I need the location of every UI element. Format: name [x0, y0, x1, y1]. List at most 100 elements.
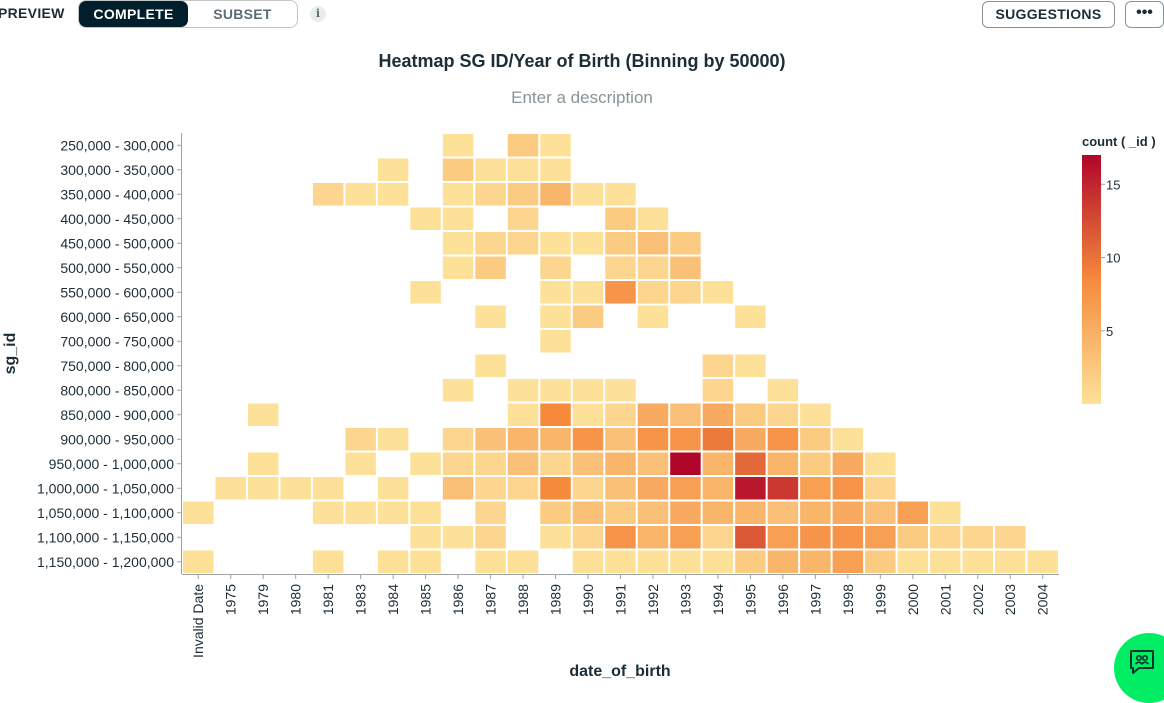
heatmap-cell [832, 501, 864, 524]
heatmap-cell [442, 477, 474, 500]
heatmap-cell [572, 281, 604, 304]
heatmap-cell [767, 526, 799, 549]
heatmap-cell [800, 452, 831, 475]
chart-description-input[interactable]: Enter a description [511, 88, 653, 107]
heatmap-cell [507, 379, 539, 402]
heatmap-cell [507, 428, 539, 451]
heatmap-cell [183, 501, 214, 524]
heatmap-cell [442, 256, 474, 279]
heatmap-cell [540, 330, 571, 353]
heatmap-cell [507, 183, 539, 206]
heatmap-cell [1027, 550, 1058, 573]
heatmap-cell [475, 158, 506, 181]
heatmap-cell [475, 183, 506, 206]
heatmap-cell [540, 158, 571, 181]
y-tick-label: 250,000 - 300,000 [60, 137, 174, 153]
colorbar-gradient [1082, 155, 1101, 404]
heatmap-cell [410, 526, 441, 549]
heatmap-cell [995, 550, 1026, 573]
heatmap-cell [767, 379, 799, 402]
heatmap-cell [442, 207, 474, 230]
x-tick-label: 2003 [1002, 584, 1018, 615]
y-tick-label: 600,000 - 650,000 [60, 309, 174, 325]
y-tick-label: 450,000 - 500,000 [60, 235, 174, 251]
suggestions-button[interactable]: SUGGESTIONS [982, 1, 1115, 28]
heatmap-cell [670, 403, 701, 426]
colorbar-tick-label: 15 [1106, 177, 1120, 192]
x-tick-label: 1996 [775, 584, 791, 615]
heatmap-cell [832, 428, 864, 451]
x-tick-label: 1995 [742, 584, 758, 615]
heatmap-cell [865, 501, 896, 524]
heatmap-cell [637, 526, 669, 549]
x-tick-label: 1975 [223, 584, 239, 615]
heatmap-cell [832, 477, 864, 500]
x-tick-label: 1985 [418, 584, 434, 615]
heatmap-cell [702, 403, 734, 426]
x-tick-label: 1979 [255, 584, 271, 615]
heatmap-cell [507, 232, 539, 255]
heatmap-cell [377, 428, 409, 451]
heatmap-cell [442, 183, 474, 206]
y-tick-label: 300,000 - 350,000 [60, 162, 174, 178]
heatmap-cell [540, 501, 571, 524]
heatmap-cell [670, 501, 701, 524]
heatmap-cell [377, 158, 409, 181]
heatmap-cell [670, 428, 701, 451]
heatmap-cell [670, 477, 701, 500]
heatmap-cell [540, 256, 571, 279]
heatmap-cell [475, 428, 506, 451]
heatmap-cell [735, 428, 766, 451]
heatmap-cell [735, 477, 766, 500]
heatmap-cell [312, 550, 344, 573]
y-tick-label: 1,000,000 - 1,050,000 [37, 480, 174, 496]
y-axis-title: sg_id [2, 333, 19, 375]
y-tick-label: 350,000 - 400,000 [60, 186, 174, 202]
heatmap-cell [962, 550, 993, 573]
heatmap-cell [442, 452, 474, 475]
y-tick-label: 750,000 - 800,000 [60, 358, 174, 374]
heatmap-cell [540, 403, 571, 426]
heatmap-cell [247, 403, 279, 426]
heatmap-cell [183, 550, 214, 573]
heatmap-cell [572, 379, 604, 402]
x-tick-label: 1991 [612, 584, 628, 615]
heatmap-cell [410, 550, 441, 573]
heatmap-cell [767, 501, 799, 524]
y-tick-label: 500,000 - 550,000 [60, 260, 174, 276]
heatmap-cell [572, 305, 604, 328]
heatmap-cell [637, 281, 669, 304]
heatmap-cell [865, 550, 896, 573]
heatmap-cell [670, 281, 701, 304]
heatmap-cell [865, 477, 896, 500]
heatmap-cell [377, 477, 409, 500]
heatmap-cell [312, 501, 344, 524]
heatmap-cell [670, 550, 701, 573]
dataset-toggle: COMPLETE SUBSET [78, 0, 298, 28]
heatmap-cell [475, 452, 506, 475]
complete-button[interactable]: COMPLETE [79, 1, 188, 27]
more-options-button[interactable]: ••• [1125, 1, 1164, 28]
heatmap-cell [605, 477, 636, 500]
heatmap-cell [345, 428, 376, 451]
heatmap-cell [605, 526, 636, 549]
info-icon[interactable]: i [310, 6, 326, 22]
heatmap-cell [540, 452, 571, 475]
subset-button[interactable]: SUBSET [213, 6, 272, 22]
heatmap-cell [540, 281, 571, 304]
heatmap-cell [605, 403, 636, 426]
heatmap-cell [735, 526, 766, 549]
heatmap-cell [605, 550, 636, 573]
heatmap-cell [572, 232, 604, 255]
heatmap-chart: 250,000 - 300,000 300,000 - 350,000 350,00… [2, 133, 1156, 680]
heatmap-cell [540, 305, 571, 328]
heatmap-cell [572, 526, 604, 549]
x-tick-label: 1988 [515, 584, 531, 615]
colorbar-tick-label: 10 [1106, 251, 1120, 266]
x-tick-label: 1998 [840, 584, 856, 615]
x-tick-label: 2000 [905, 584, 921, 615]
heatmap-cell [735, 452, 766, 475]
heatmap-cell [832, 550, 864, 573]
heatmap-cell [247, 477, 279, 500]
colorbar-title: count ( _id ) [1082, 134, 1156, 149]
